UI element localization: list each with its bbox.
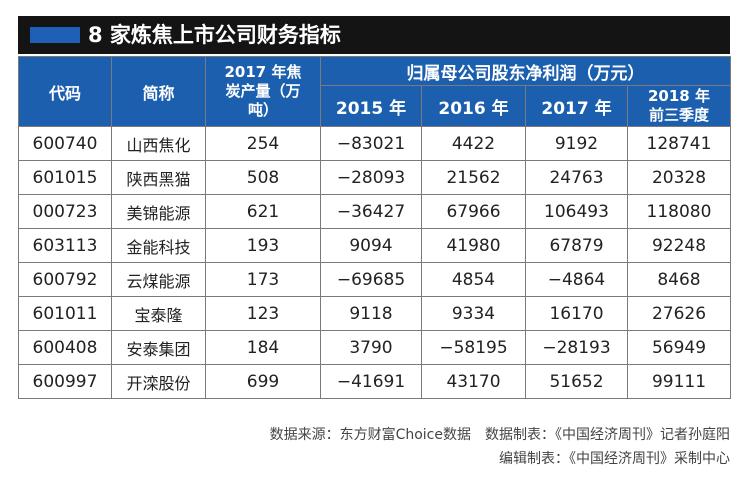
- header-year-2015: 2015 年: [320, 85, 422, 127]
- cell-output: 699: [205, 364, 321, 399]
- cell-code: 600740: [18, 126, 112, 161]
- cell-output: 184: [205, 330, 321, 365]
- cell-output: 508: [205, 160, 321, 195]
- cell-code: 600792: [18, 262, 112, 297]
- cell-name: 宝泰隆: [111, 296, 206, 331]
- cell-profit-2016: 4854: [421, 262, 526, 297]
- cell-profit-2017: −28193: [525, 330, 628, 365]
- cell-profit-2015: −83021: [320, 126, 422, 161]
- cell-profit-2017: 16170: [525, 296, 628, 331]
- cell-profit-2017: −4864: [525, 262, 628, 297]
- data-source-note: 数据来源：东方财富Choice数据 数据制表：《中国经济周刊》记者孙庭阳: [269, 427, 730, 443]
- cell-output: 123: [205, 296, 321, 331]
- cell-name: 金能科技: [111, 228, 206, 263]
- cell-name: 安泰集团: [111, 330, 206, 365]
- table-body: 600740 山西焦化 254 −83021 4422 9192 128741 601015 陕…: [18, 126, 731, 399]
- cell-profit-2018-q3: 27626: [627, 296, 731, 331]
- cell-profit-2015: 9118: [320, 296, 422, 331]
- cell-profit-2015: −41691: [320, 364, 422, 399]
- cell-profit-2017: 67879: [525, 228, 628, 263]
- cell-profit-2017: 9192: [525, 126, 628, 161]
- cell-profit-2015: −36427: [320, 194, 422, 229]
- header-year-2017: 2017 年: [525, 85, 628, 127]
- cell-name: 美锦能源: [111, 194, 206, 229]
- cell-profit-2016: −58195: [421, 330, 526, 365]
- title-accent-block: [30, 27, 80, 43]
- cell-output: 621: [205, 194, 321, 229]
- cell-profit-2015: 9094: [320, 228, 422, 263]
- cell-profit-2017: 51652: [525, 364, 628, 399]
- header-name: 简称: [111, 56, 206, 127]
- table-row: 600740 山西焦化 254 −83021 4422 9192 128741: [18, 126, 731, 161]
- cell-code: 601015: [18, 160, 112, 195]
- cell-code: 600408: [18, 330, 112, 365]
- cell-profit-2017: 24763: [525, 160, 628, 195]
- cell-profit-2018-q3: 56949: [627, 330, 731, 365]
- table-title-bar: 8 家炼焦上市公司财务指标: [18, 16, 730, 54]
- header-output-label: 2017 年焦炭产量（万吨）: [224, 63, 302, 119]
- financial-table: 代码 简称 2017 年焦炭产量（万吨） 归属母公司股东净利润（万元） 2015…: [18, 56, 731, 399]
- table-row: 600792 云煤能源 173 −69685 4854 −4864 8468: [18, 262, 731, 297]
- editor-note: 编辑制表：《中国经济周刊》采制中心: [499, 451, 730, 467]
- table-row: 603113 金能科技 193 9094 41980 67879 92248: [18, 228, 731, 263]
- header-code: 代码: [18, 56, 112, 127]
- table-row: 600408 安泰集团 184 3790 −58195 −28193 56949: [18, 330, 731, 365]
- cell-name: 开滦股份: [111, 364, 206, 399]
- header-profit-group: 归属母公司股东净利润（万元）: [320, 56, 731, 86]
- table-title: 8 家炼焦上市公司财务指标: [88, 23, 341, 47]
- cell-profit-2016: 43170: [421, 364, 526, 399]
- cell-profit-2015: −69685: [320, 262, 422, 297]
- table-row: 000723 美锦能源 621 −36427 67966 106493 118080: [18, 194, 731, 229]
- header-year-2018-q3: 2018 年前三季度: [627, 85, 731, 127]
- cell-profit-2016: 21562: [421, 160, 526, 195]
- table-row: 600997 开滦股份 699 −41691 43170 51652 99111: [18, 364, 731, 399]
- cell-output: 254: [205, 126, 321, 161]
- cell-profit-2016: 41980: [421, 228, 526, 263]
- cell-code: 603113: [18, 228, 112, 263]
- cell-name: 山西焦化: [111, 126, 206, 161]
- cell-profit-2016: 9334: [421, 296, 526, 331]
- header-year-2016: 2016 年: [421, 85, 526, 127]
- cell-profit-2018-q3: 20328: [627, 160, 731, 195]
- cell-name: 云煤能源: [111, 262, 206, 297]
- cell-profit-2015: −28093: [320, 160, 422, 195]
- cell-name: 陕西黑猫: [111, 160, 206, 195]
- cell-profit-2015: 3790: [320, 330, 422, 365]
- table-row: 601011 宝泰隆 123 9118 9334 16170 27626: [18, 296, 731, 331]
- cell-code: 601011: [18, 296, 112, 331]
- cell-profit-2016: 4422: [421, 126, 526, 161]
- cell-profit-2017: 106493: [525, 194, 628, 229]
- cell-profit-2018-q3: 118080: [627, 194, 731, 229]
- cell-output: 173: [205, 262, 321, 297]
- cell-profit-2018-q3: 92248: [627, 228, 731, 263]
- cell-output: 193: [205, 228, 321, 263]
- cell-profit-2018-q3: 8468: [627, 262, 731, 297]
- cell-code: 600997: [18, 364, 112, 399]
- cell-profit-2018-q3: 99111: [627, 364, 731, 399]
- cell-profit-2018-q3: 128741: [627, 126, 731, 161]
- table-row: 601015 陕西黑猫 508 −28093 21562 24763 20328: [18, 160, 731, 195]
- cell-code: 000723: [18, 194, 112, 229]
- header-year-2018-label: 2018 年前三季度: [648, 87, 710, 124]
- cell-profit-2016: 67966: [421, 194, 526, 229]
- header-output: 2017 年焦炭产量（万吨）: [205, 56, 321, 127]
